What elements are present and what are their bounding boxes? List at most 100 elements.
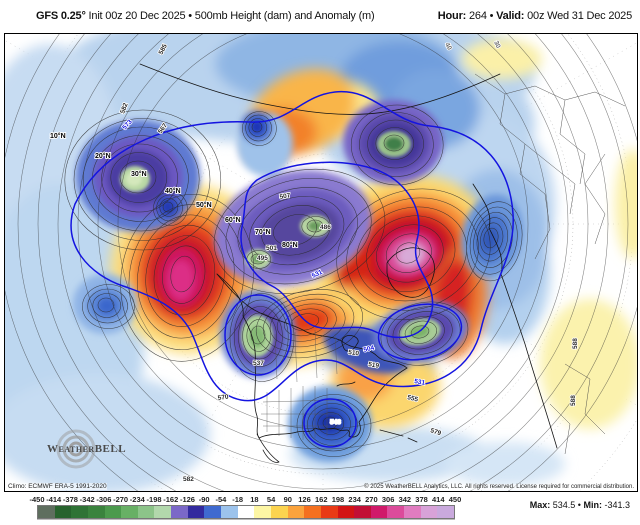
contour-label: 570 <box>217 393 229 401</box>
colorbar-cell <box>354 506 371 518</box>
contour-ring <box>248 118 268 137</box>
contour-ring <box>276 303 337 342</box>
contour-ring <box>404 320 437 344</box>
latitude-label: 40°N <box>165 187 181 195</box>
graticule-meridian <box>322 223 637 406</box>
colorbar-tick: 54 <box>266 495 276 504</box>
contour-label: 30 <box>492 40 501 50</box>
contour-label: 40 <box>443 42 453 52</box>
colorbar-cell <box>387 506 405 518</box>
colorbar-cell <box>420 506 438 518</box>
contour-ring <box>110 152 168 203</box>
contour-ring <box>97 34 549 450</box>
contour-label: 486 <box>320 224 331 231</box>
contour-ring <box>17 34 629 491</box>
country-borders <box>474 73 626 455</box>
hour-label: Hour: <box>437 10 467 22</box>
hemisphere-map: 10°N20°N30°N40°N50°N60°N70°N80°N58558257… <box>5 34 637 491</box>
contour-ring <box>375 127 415 160</box>
contour-ring <box>476 217 509 262</box>
dot-separator: • <box>489 10 494 22</box>
colorbar-tick: -450 <box>29 495 45 504</box>
colorbar-cell <box>154 506 172 518</box>
colorbar-cell <box>370 506 388 518</box>
colorbar-cell <box>337 506 355 518</box>
contour-label: 519 <box>368 361 380 370</box>
colorbar-cells <box>37 505 455 519</box>
contour-label: 582 <box>183 476 194 483</box>
logo-text: WeatherBELL <box>47 443 127 455</box>
colorbar-tick: -270 <box>113 495 129 504</box>
latitude-label: 80°N <box>282 241 298 249</box>
colorbar-tick: -126 <box>179 495 195 504</box>
colorbar-cell <box>320 506 338 518</box>
latitude-label: 20°N <box>95 152 111 160</box>
colorbar-tick: -90 <box>198 495 210 504</box>
chart-title: GFS 0.25° Init 00z 20 Dec 2025 • 500mb H… <box>36 10 375 22</box>
min-label: Min: <box>583 500 602 510</box>
colorbar-footer: -450 -414 -378 -342 -306 -270 -234 -198 -162 -126… <box>0 492 640 525</box>
contour-ring <box>473 212 513 268</box>
colorbar-cell <box>121 506 138 518</box>
colorbar-cell <box>221 506 238 518</box>
colorbar-cell <box>104 506 122 518</box>
colorbar-tick: -18 <box>232 495 244 504</box>
contour-ring <box>162 201 174 213</box>
colorbar-tick: 198 <box>331 495 345 504</box>
colorbar-tick: 18 <box>250 495 259 504</box>
chart-subtitle: Init 00z 20 Dec 2025 • 500mb Height (dam… <box>85 10 375 22</box>
colorbar-tick: 90 <box>283 495 292 504</box>
anomaly-colorbar: -450 -414 -378 -342 -306 -270 -234 -198 -162 -126… <box>29 495 461 519</box>
colorbar-tick: -342 <box>79 495 95 504</box>
colorbar-tick: 342 <box>398 495 412 504</box>
contour-ring <box>237 187 358 275</box>
map-canvas: 10°N 20°N 30°N 40°N 50°N 60°N 70°N 80°N 585 582 57… <box>4 33 638 492</box>
contour-ring <box>242 111 277 146</box>
colorbar-tick: -198 <box>146 495 162 504</box>
contour-ring <box>145 224 225 327</box>
contour-ring <box>128 204 245 351</box>
contour-label: 507 <box>279 192 291 201</box>
climatology-note: Climo: ECMWF ERA-5 1991-2020 <box>8 483 107 490</box>
contour-ring <box>469 206 518 275</box>
colorbar-cell <box>87 506 105 518</box>
contour-ring <box>410 325 430 339</box>
min-value: -341.3 <box>604 500 630 510</box>
contour-ring <box>64 109 222 251</box>
contour-label: 579 <box>429 427 442 437</box>
contour-ring <box>82 284 135 329</box>
colorbar-cell <box>204 506 222 518</box>
latitude-label: 30°N <box>131 170 147 178</box>
contour-ring <box>385 233 432 273</box>
contour-ring <box>376 224 444 283</box>
contour-ring <box>383 134 405 152</box>
contour-ring <box>250 253 266 265</box>
contour-ring <box>156 194 183 222</box>
contour-ring <box>466 201 523 282</box>
colorbar-cell <box>404 506 421 518</box>
latitude-label: 50°N <box>196 201 212 209</box>
colorbar-tick: 126 <box>298 495 311 504</box>
contour-ring <box>255 289 363 359</box>
colorbar-cell <box>187 506 205 518</box>
contour-ring <box>367 119 424 169</box>
colorbar-cell <box>137 506 155 518</box>
contour-ring <box>306 219 324 233</box>
contour-ring <box>366 215 456 292</box>
dot-separator: • <box>577 500 581 510</box>
colorbar-cell <box>38 506 55 518</box>
contour-label: 501 <box>266 245 277 252</box>
colorbar-tick: -378 <box>62 495 78 504</box>
contour-ring <box>359 112 434 177</box>
logo-swirl-icon <box>56 429 96 469</box>
colorbar-tick: 234 <box>348 495 361 504</box>
max-label: Max: <box>529 500 551 510</box>
contour-ring <box>261 205 331 256</box>
contour-ring <box>77 34 569 470</box>
colorbar-tick: 306 <box>381 495 395 504</box>
contour-ring <box>301 216 331 237</box>
coastlines <box>139 63 558 463</box>
extremes-readout: Max: 534.5 • Min: -341.3 <box>530 500 630 510</box>
contour-ring <box>380 301 469 366</box>
